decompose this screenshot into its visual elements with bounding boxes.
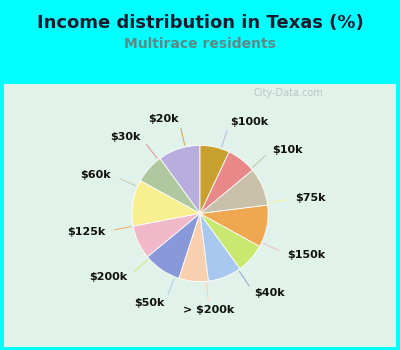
Text: City-Data.com: City-Data.com [253, 88, 323, 98]
Wedge shape [200, 145, 229, 214]
Wedge shape [148, 214, 200, 278]
Text: $125k: $125k [67, 226, 105, 237]
Wedge shape [200, 205, 268, 246]
Text: $100k: $100k [230, 117, 268, 126]
Text: $20k: $20k [148, 114, 179, 124]
Wedge shape [200, 214, 240, 281]
Text: Multirace residents: Multirace residents [124, 37, 276, 51]
Wedge shape [200, 170, 268, 214]
Text: $200k: $200k [89, 272, 128, 282]
Text: $50k: $50k [134, 299, 164, 308]
Text: $30k: $30k [110, 132, 141, 142]
Text: $10k: $10k [272, 145, 303, 155]
Wedge shape [160, 145, 200, 214]
Wedge shape [200, 152, 252, 214]
Bar [4, 84, 396, 346]
Text: $75k: $75k [296, 193, 326, 203]
Wedge shape [133, 214, 200, 257]
Text: Income distribution in Texas (%): Income distribution in Texas (%) [37, 14, 363, 32]
Text: $40k: $40k [254, 288, 285, 299]
Wedge shape [132, 181, 200, 226]
Text: $60k: $60k [81, 170, 111, 180]
Wedge shape [179, 214, 208, 282]
Wedge shape [140, 159, 200, 214]
Text: > $200k: > $200k [184, 305, 235, 315]
Text: $150k: $150k [288, 250, 326, 260]
Wedge shape [200, 214, 260, 268]
